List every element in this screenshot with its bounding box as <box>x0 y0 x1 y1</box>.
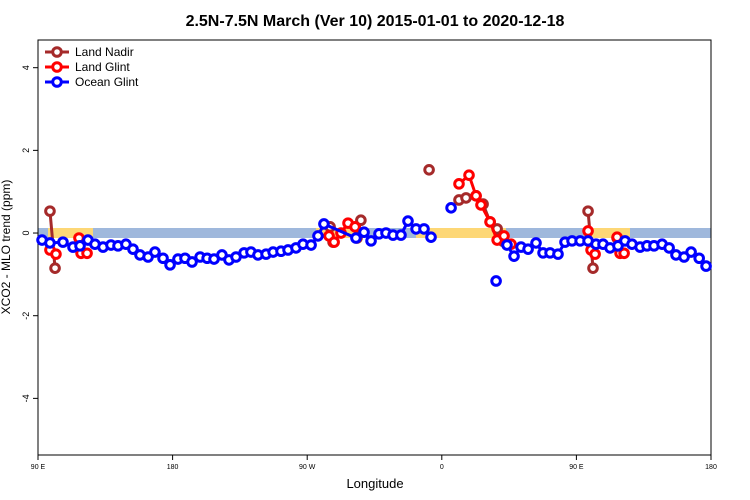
y-tick-label: 0 <box>21 231 31 236</box>
land-band <box>48 228 93 238</box>
y-axis-label: XCO2 - MLO trend (ppm) <box>0 180 13 315</box>
land-band <box>585 228 630 238</box>
point <box>693 252 705 265</box>
point <box>618 247 630 260</box>
point <box>149 246 161 258</box>
land-band <box>416 228 506 238</box>
point <box>74 240 86 252</box>
point <box>423 163 435 176</box>
legend-label: Land Glint <box>75 60 130 74</box>
point <box>349 221 361 233</box>
point <box>530 237 542 249</box>
point <box>700 260 712 272</box>
point <box>318 218 330 230</box>
point <box>402 215 414 227</box>
point <box>522 243 534 255</box>
x-axis-label: Longitude <box>346 476 403 491</box>
y-tick-label: 2 <box>21 148 31 153</box>
chart-title: 2.5N-7.5N March (Ver 10) 2015-01-01 to 2… <box>186 13 565 30</box>
point <box>685 246 697 258</box>
point <box>186 256 198 268</box>
x-tick-label: 0 <box>440 464 444 471</box>
point <box>44 237 56 249</box>
point <box>395 229 407 241</box>
y-tick-label: -4 <box>21 394 31 402</box>
x-tick-label: 90 E <box>31 464 46 471</box>
point <box>582 225 594 237</box>
point <box>501 239 513 251</box>
point <box>470 190 482 202</box>
x-tick-label: 180 <box>167 464 179 471</box>
point <box>663 242 675 254</box>
point <box>81 247 93 260</box>
legend-label: Ocean Glint <box>75 75 139 89</box>
point <box>305 239 317 251</box>
y-tick-label: -2 <box>21 312 31 320</box>
point <box>453 178 465 190</box>
point <box>498 230 510 242</box>
point <box>508 250 520 262</box>
point <box>365 235 377 247</box>
point <box>589 248 601 260</box>
x-tick-label: 180 <box>705 464 717 471</box>
legend-marker <box>51 61 63 73</box>
x-tick-label: 90 W <box>299 464 316 471</box>
point <box>328 236 340 248</box>
point <box>552 248 564 260</box>
x-tick-label: 90 E <box>569 464 584 471</box>
point <box>350 232 362 244</box>
point <box>418 223 430 235</box>
point <box>44 205 56 217</box>
point <box>49 262 61 274</box>
point <box>425 231 437 243</box>
point <box>445 202 457 214</box>
point <box>475 199 487 211</box>
legend-marker <box>51 46 63 58</box>
point <box>484 216 496 228</box>
point <box>490 275 502 287</box>
plot-frame <box>37 39 712 456</box>
point <box>582 205 594 217</box>
point <box>463 169 475 181</box>
legend-marker <box>51 76 63 88</box>
point <box>587 262 599 274</box>
point <box>157 252 169 265</box>
legend-label: Land Nadir <box>75 45 134 59</box>
y-tick-label: 4 <box>21 65 31 70</box>
point <box>358 226 370 239</box>
point <box>57 236 69 248</box>
point <box>127 243 139 255</box>
point <box>50 248 62 260</box>
point <box>164 259 176 271</box>
point <box>312 230 324 242</box>
point <box>460 192 472 204</box>
